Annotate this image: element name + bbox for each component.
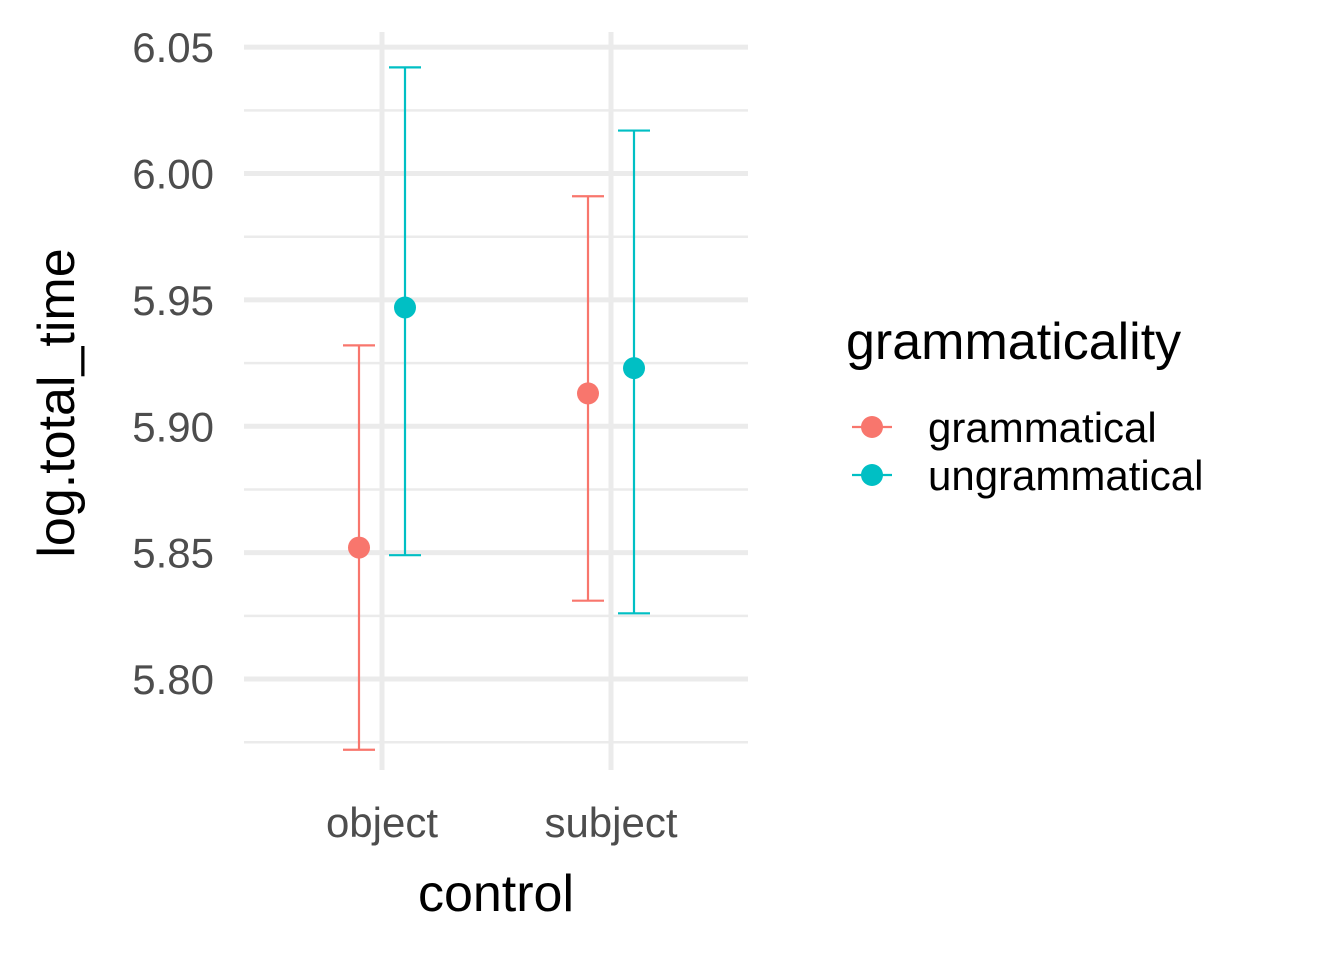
- x-tick-label: subject: [544, 799, 677, 846]
- legend-label: ungrammatical: [928, 452, 1203, 499]
- major-gridlines: [244, 44, 748, 682]
- x-axis-title: control: [418, 865, 574, 923]
- legend-key-point: [861, 464, 883, 486]
- x-tick-label: object: [326, 799, 438, 846]
- data-point: [577, 382, 599, 405]
- y-tick-label: 6.05: [132, 24, 214, 71]
- y-tick-label: 5.90: [132, 403, 214, 450]
- data-point: [623, 357, 645, 380]
- y-tick-label: 5.85: [132, 530, 214, 577]
- data-point: [348, 536, 370, 559]
- data-marks: [343, 66, 650, 751]
- y-tick-label: 5.95: [132, 277, 214, 324]
- data-point: [394, 296, 416, 319]
- legend-title: grammaticality: [846, 313, 1181, 371]
- x-tick-labels: object subject: [326, 799, 678, 846]
- y-axis-title: log.total_time: [28, 248, 86, 557]
- x-gridlines: [379, 32, 614, 770]
- legend-label: grammatical: [928, 404, 1157, 451]
- y-tick-label: 6.00: [132, 151, 214, 198]
- y-tick-labels: 5.80 5.85 5.90 5.95 6.00 6.05: [132, 24, 214, 703]
- y-tick-label: 5.80: [132, 656, 214, 703]
- legend-key-point: [861, 416, 883, 438]
- minor-gridlines: [244, 109, 748, 744]
